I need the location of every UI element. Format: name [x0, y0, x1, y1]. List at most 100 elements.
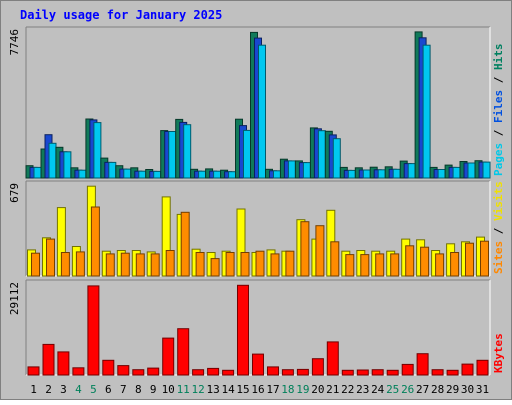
chart-panels: 7746 Pages / Files / Hits 679 Sites / Visit…	[8, 26, 505, 376]
legend-label-1: /	[492, 221, 505, 241]
panel-kbytes: 29112 KBytes	[8, 279, 505, 376]
bar-pages-day-19	[302, 162, 311, 179]
day-label-27: 27	[416, 383, 429, 396]
panel-max-label: 7746	[8, 29, 21, 56]
bar-pages-day-14	[228, 171, 237, 179]
bar-kbytes-day-22	[341, 369, 354, 376]
bar-pages-day-23	[362, 169, 371, 179]
bar-sites-day-13	[210, 258, 220, 277]
panel-hits-files-pages: 7746 Pages / Files / Hits	[8, 26, 505, 179]
bar-kbytes-day-10	[162, 337, 175, 376]
day-label-11: 11	[177, 383, 190, 396]
legend-label-2: Files	[492, 90, 505, 123]
bar-pages-day-2	[48, 142, 57, 179]
bar-sites-day-15	[240, 252, 250, 277]
bar-pages-day-29	[452, 166, 461, 179]
bar-pages-day-7	[123, 168, 132, 179]
bar-pages-day-6	[108, 161, 117, 179]
day-label-8: 8	[135, 383, 142, 396]
day-label-4: 4	[75, 383, 82, 396]
bar-sites-day-26	[405, 245, 415, 277]
day-label-22: 22	[341, 383, 354, 396]
day-label-2: 2	[45, 383, 52, 396]
bar-kbytes-day-12	[192, 369, 205, 376]
bar-kbytes-day-2	[42, 343, 55, 376]
bar-sites-day-6	[105, 253, 115, 277]
legend-label-0: Pages	[492, 143, 505, 176]
panel-legend: Pages / Files / Hits	[492, 44, 505, 177]
bar-pages-day-8	[138, 170, 147, 179]
bar-pages-day-18	[287, 160, 296, 179]
bar-sites-day-31	[480, 240, 489, 277]
legend-label-1: /	[492, 123, 505, 143]
bar-kbytes-day-17	[267, 366, 279, 376]
bar-pages-day-20	[317, 130, 326, 179]
bar-kbytes-day-21	[326, 341, 339, 376]
bar-kbytes-day-4	[72, 367, 85, 376]
bar-kbytes-day-28	[431, 369, 444, 376]
bar-sites-day-9	[150, 253, 160, 277]
bar-sites-day-20	[315, 225, 325, 277]
bar-sites-day-4	[75, 251, 85, 277]
bar-sites-day-23	[360, 254, 370, 277]
bar-sites-day-10	[165, 250, 175, 277]
bar-kbytes-day-27	[416, 353, 429, 376]
day-axis-labels: 1 2 3 4 5 6 7 8 9 10 11 12 13 14 15 16 17 18 19 20 21 22 23 24 2…	[30, 383, 489, 396]
bar-pages-day-26	[407, 163, 416, 179]
bar-kbytes-day-29	[446, 369, 459, 376]
bar-pages-day-1	[33, 166, 42, 179]
bar-kbytes-day-7	[117, 365, 130, 376]
day-label-10: 10	[162, 383, 175, 396]
bar-pages-day-10	[168, 131, 177, 179]
bar-pages-day-24	[377, 169, 386, 179]
day-label-25: 25	[386, 383, 399, 396]
bar-sites-day-29	[450, 252, 460, 277]
bar-kbytes-day-15	[237, 284, 249, 376]
bar-sites-day-21	[330, 241, 340, 277]
legend-label-3: /	[492, 70, 505, 90]
day-label-24: 24	[371, 383, 385, 396]
bar-sites-day-7	[120, 252, 130, 277]
bar-kbytes-day-11	[177, 328, 190, 376]
day-label-19: 19	[296, 383, 309, 396]
day-label-3: 3	[60, 383, 67, 396]
panel-legend: Sites / Visits	[492, 181, 505, 274]
panel-legend: KBytes	[492, 333, 505, 373]
bar-kbytes-day-31	[476, 359, 489, 376]
bar-sites-day-17	[270, 253, 280, 277]
day-label-9: 9	[150, 383, 157, 396]
bar-pages-day-11	[183, 124, 192, 179]
bar-sites-day-24	[375, 253, 385, 277]
bar-sites-day-25	[390, 253, 400, 277]
bar-kbytes-day-18	[281, 369, 294, 376]
bar-pages-day-4	[78, 169, 87, 179]
day-label-26: 26	[401, 383, 414, 396]
bar-kbytes-day-14	[222, 369, 235, 376]
bar-pages-day-13	[213, 170, 222, 179]
panel-max-label: 29112	[8, 282, 21, 315]
bar-sites-day-22	[345, 254, 355, 277]
bar-kbytes-day-1	[27, 366, 40, 376]
bar-pages-day-5	[93, 122, 102, 179]
day-label-1: 1	[30, 383, 37, 396]
bar-pages-day-17	[273, 170, 281, 179]
day-label-17: 17	[266, 383, 279, 396]
bar-kbytes-day-5	[87, 285, 100, 376]
bar-sites-day-12	[195, 252, 205, 277]
bar-kbytes-day-8	[132, 369, 145, 376]
panel-max-label: 679	[8, 183, 21, 203]
bar-kbytes-day-16	[252, 353, 264, 376]
bar-sites-day-28	[435, 253, 445, 277]
bar-sites-day-27	[420, 246, 430, 277]
day-label-18: 18	[281, 383, 294, 396]
bar-kbytes-day-25	[386, 369, 399, 376]
day-label-23: 23	[356, 383, 369, 396]
bar-kbytes-day-6	[102, 359, 115, 376]
bar-pages-day-16	[258, 44, 266, 179]
bar-pages-day-27	[422, 44, 431, 179]
panel-visits-sites: 679 Sites / Visits	[8, 180, 505, 277]
bar-kbytes-day-24	[371, 369, 384, 376]
bar-kbytes-day-3	[57, 351, 70, 376]
day-label-5: 5	[90, 383, 97, 396]
